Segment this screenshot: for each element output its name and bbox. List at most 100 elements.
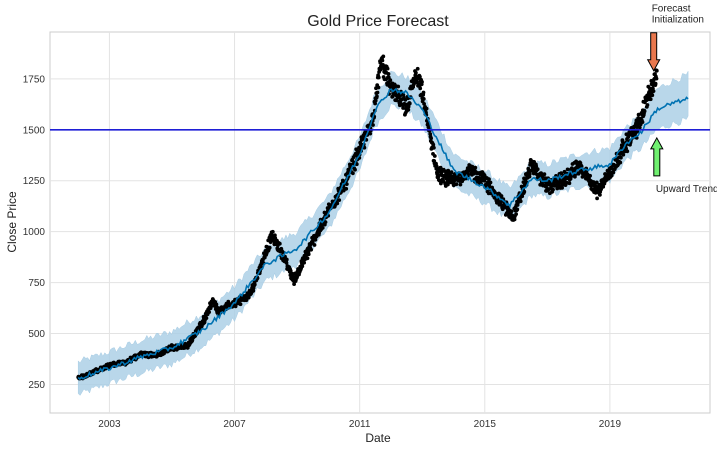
observed-point	[280, 250, 285, 255]
observed-point	[560, 186, 564, 190]
observed-point	[277, 241, 282, 246]
observed-point	[238, 302, 243, 307]
observed-point	[344, 182, 349, 187]
observed-point	[651, 89, 656, 93]
observed-point	[421, 90, 426, 95]
observed-point	[259, 264, 264, 269]
observed-point	[418, 74, 422, 79]
observed-point	[252, 282, 257, 287]
observed-point	[473, 165, 478, 170]
observed-point	[543, 176, 548, 181]
observed-point	[375, 90, 380, 95]
observed-point	[653, 81, 658, 86]
observed-point	[642, 109, 647, 114]
observed-point	[424, 106, 429, 111]
observed-point	[514, 212, 518, 217]
forecast-arrow-icon	[646, 32, 661, 72]
upward-trend-arrow-icon	[649, 136, 664, 177]
y-tick-label: 750	[28, 278, 45, 289]
x-tick-label: 2003	[98, 419, 121, 430]
observed-point	[312, 243, 317, 247]
observed-point	[542, 172, 547, 177]
observed-point	[559, 171, 564, 176]
observed-point	[621, 152, 626, 157]
observed-point	[520, 194, 525, 199]
observed-point	[284, 261, 289, 265]
observed-point	[619, 155, 623, 160]
observed-point	[288, 268, 293, 273]
annotation-layer: Forecast Initialization Upward Trend	[646, 4, 717, 195]
observed-point	[625, 149, 630, 154]
observed-point	[512, 217, 517, 222]
observed-point	[209, 304, 214, 309]
observed-point	[594, 180, 599, 185]
observed-point	[320, 226, 325, 230]
observed-point	[499, 194, 504, 198]
observed-point	[378, 67, 383, 72]
observed-point	[381, 54, 386, 59]
observed-point	[458, 182, 463, 187]
observed-point	[335, 201, 340, 206]
observed-point	[588, 173, 592, 178]
trend-line	[77, 87, 689, 381]
observed-point	[401, 106, 405, 110]
observed-point	[635, 129, 640, 134]
observed-point	[645, 103, 650, 107]
observed-point	[431, 142, 436, 147]
observed-point	[454, 182, 459, 187]
observed-point	[380, 58, 385, 63]
observed-point	[429, 136, 433, 141]
observed-point	[618, 160, 623, 165]
observed-point	[598, 193, 602, 197]
observed-point	[432, 154, 437, 158]
observed-point	[509, 209, 514, 214]
observed-point	[487, 177, 491, 182]
observed-point	[640, 120, 645, 124]
observed-point	[420, 80, 424, 84]
observed-point	[292, 282, 296, 286]
observed-point	[418, 86, 423, 91]
observed-point	[371, 123, 375, 127]
observed-point	[305, 256, 310, 261]
uncertainty-band	[77, 70, 689, 396]
observed-point	[344, 186, 349, 191]
observed-point	[650, 93, 655, 98]
chart-title: Gold Price Forecast	[307, 13, 449, 30]
observed-point	[251, 289, 256, 293]
y-tick-label: 250	[28, 380, 45, 391]
observed-point	[482, 178, 487, 183]
observed-point	[648, 97, 653, 102]
observed-point	[449, 170, 454, 175]
observed-point	[337, 198, 342, 203]
observed-point	[488, 180, 493, 185]
observed-point	[573, 174, 577, 179]
observed-point	[515, 207, 520, 212]
x-tick-label: 2019	[599, 419, 622, 430]
observed-point	[388, 78, 393, 83]
observed-point	[302, 260, 306, 265]
observed-point	[233, 304, 238, 309]
x-tick-label: 2011	[349, 419, 371, 430]
annotation-forecast-text: Initialization	[652, 15, 704, 26]
y-tick-label: 1750	[23, 74, 46, 85]
y-tick-label: 500	[28, 329, 45, 340]
observed-point	[522, 189, 527, 194]
observed-point	[351, 171, 355, 176]
observed-point	[376, 75, 381, 80]
observed-point	[414, 70, 418, 75]
observed-point	[386, 72, 391, 76]
observed-point	[207, 310, 212, 314]
observed-point	[373, 98, 378, 103]
observed-point	[270, 229, 275, 234]
observed-point	[567, 181, 572, 186]
x-axis-ticks: 2003 2007 2011 2015 2019	[98, 419, 621, 430]
observed-point	[214, 302, 219, 307]
y-axis-label: Close Price	[5, 191, 19, 253]
observed-point	[534, 164, 539, 169]
observed-point	[406, 107, 411, 112]
observed-point	[403, 98, 408, 102]
observed-point	[376, 85, 381, 90]
observed-point	[306, 252, 311, 257]
observed-point	[407, 101, 412, 106]
